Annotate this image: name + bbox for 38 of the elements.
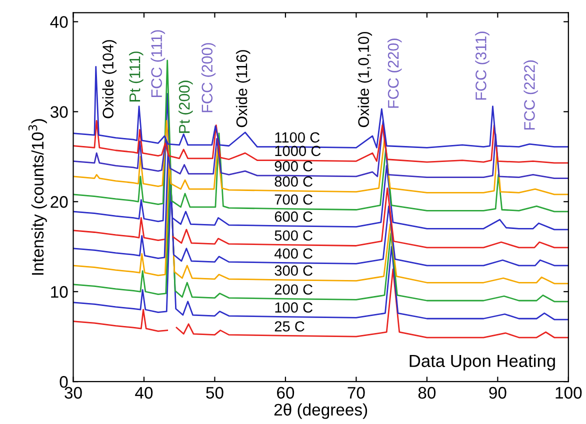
series-label: 800 C [274,176,313,187]
annotation: Pt (200) [178,80,193,133]
series-label: 600 C [274,211,313,222]
y-tick-label: 20 [50,196,68,208]
series-label: 700 C [274,194,313,205]
annotation: FCC (111) [150,30,166,98]
series-label: 400 C [274,248,313,259]
x-tick-label: 30 [64,386,82,399]
x-tick-label: 70 [348,386,365,399]
series-label: 1000 C [275,146,321,156]
x-tick-label: 40 [135,386,153,399]
series-label: 500 C [274,230,313,241]
x-tick-label: 60 [277,386,294,399]
annotation: Pt (111) [129,52,144,102]
series-label: 200 C [274,284,313,295]
x-tick-label: 50 [206,386,224,399]
annotation: FCC (200) [201,43,216,112]
y-tick-label: 10 [51,286,68,298]
y-tick-label: 30 [50,106,68,118]
series-label: 100 C [275,302,313,313]
x-axis-title: 2θ (degrees) [274,403,368,419]
x-tick-label: 100 [556,386,582,399]
x-tick-label: 90 [489,386,506,399]
series-label: 300 C [274,265,313,276]
annotation: FCC (222) [524,60,538,130]
annotation: Oxide (104) [102,40,117,118]
series-label: 900 C [274,161,313,172]
series-label: 25 C [274,321,304,332]
annotation: FCC (220) [387,38,402,108]
y-axis-title: Intensity (counts/10$^{3}$) [28,119,47,275]
series-label: 1100 C [275,132,320,143]
y-tick-label: 0 [60,376,68,388]
annotation: Oxide (116) [236,50,250,128]
annotation: Data Upon Heating [410,354,555,371]
annotation: FCC (311) [475,32,490,100]
annotation: Oxide (1,0,10) [358,32,372,128]
x-tick-label: 80 [418,386,436,399]
y-tick-label: 40 [50,16,68,28]
